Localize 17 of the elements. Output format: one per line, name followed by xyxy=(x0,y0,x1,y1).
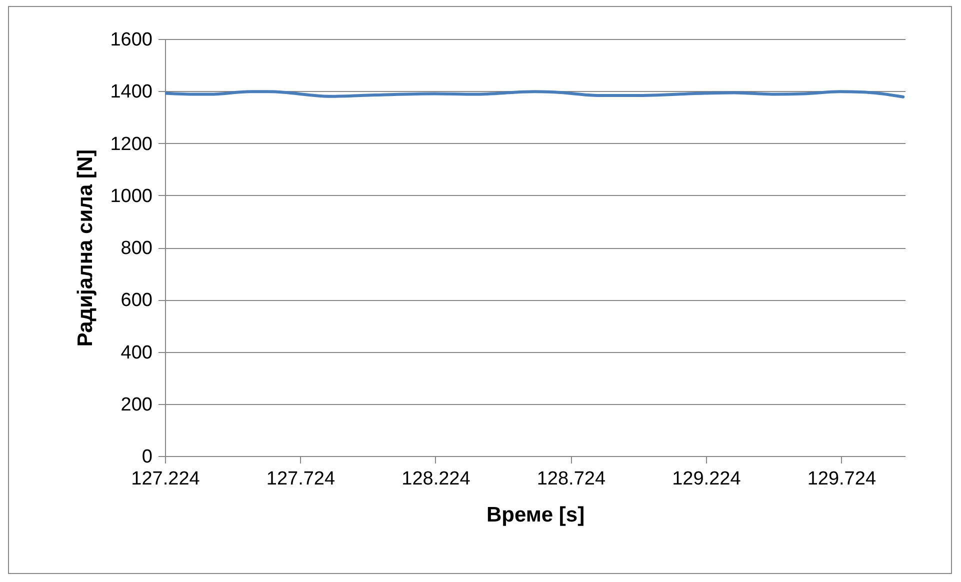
y-tick-label: 200 xyxy=(120,394,152,416)
x-tick-label: 127.224 xyxy=(131,468,200,490)
y-tick-label: 1200 xyxy=(110,134,152,155)
x-tick-label: 129.724 xyxy=(807,468,876,490)
y-axis-title: Радијална сила [N] xyxy=(74,149,98,347)
y-tick-label: 400 xyxy=(120,342,152,364)
x-tick-label: 128.724 xyxy=(536,468,606,490)
y-tick-label: 800 xyxy=(120,238,152,259)
x-tick-label: 129.224 xyxy=(672,468,742,490)
x-tick-label: 127.724 xyxy=(266,468,336,490)
x-axis-title: Време [s] xyxy=(486,504,585,526)
x-tick-label: 128.224 xyxy=(402,468,471,490)
y-tick-label: 600 xyxy=(120,290,152,312)
y-tick-label: 0 xyxy=(142,446,152,468)
y-tick-label: 1400 xyxy=(110,82,152,103)
y-tick-label: 1000 xyxy=(110,186,152,207)
y-tick-label: 1600 xyxy=(110,30,152,50)
